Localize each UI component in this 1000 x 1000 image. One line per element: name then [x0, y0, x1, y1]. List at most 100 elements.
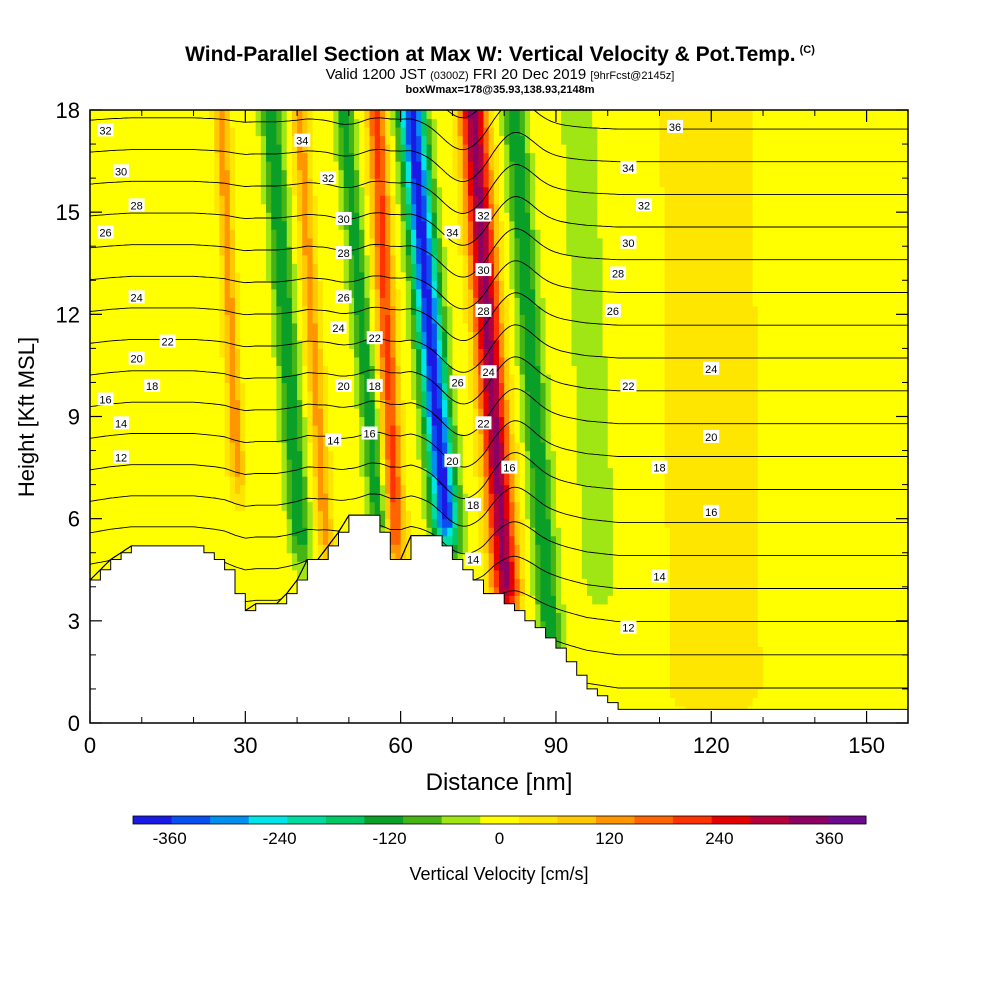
velocity-cell — [121, 288, 127, 298]
velocity-cell — [115, 314, 122, 324]
velocity-cell — [281, 203, 288, 213]
velocity-cell — [90, 297, 96, 307]
velocity-cell — [152, 433, 158, 443]
velocity-cell — [245, 118, 252, 128]
velocity-cell — [141, 220, 148, 230]
velocity-cell — [110, 144, 117, 154]
velocity-cell — [291, 322, 298, 332]
velocity-cell — [110, 271, 117, 281]
velocity-cell — [421, 459, 428, 469]
velocity-cell — [157, 365, 164, 375]
velocity-cell — [385, 356, 391, 367]
velocity-cell — [431, 425, 438, 435]
velocity-cell — [416, 288, 422, 298]
velocity-cell — [343, 220, 350, 230]
velocity-cell — [152, 501, 158, 511]
velocity-cell — [245, 305, 252, 315]
velocity-cell — [198, 484, 205, 494]
velocity-cell — [271, 110, 277, 120]
velocity-cell — [307, 195, 314, 205]
velocity-cell — [131, 493, 138, 503]
velocity-cell — [374, 407, 381, 418]
velocity-cell — [183, 425, 189, 435]
velocity-cell — [193, 169, 200, 179]
velocity-cell — [209, 203, 215, 213]
velocity-cell — [224, 118, 231, 128]
velocity-cell — [131, 229, 138, 239]
velocity-cell — [209, 348, 215, 358]
velocity-cell — [281, 118, 288, 128]
velocity-cell — [183, 220, 189, 230]
velocity-cell — [203, 322, 210, 332]
velocity-cell — [426, 365, 433, 375]
velocity-cell — [338, 518, 345, 528]
velocity-cell — [421, 484, 428, 494]
velocity-cell — [271, 348, 277, 358]
velocity-cell — [178, 127, 184, 137]
velocity-cell — [431, 305, 438, 315]
velocity-cell — [224, 144, 231, 154]
velocity-cell — [260, 365, 267, 375]
velocity-cell — [157, 110, 164, 120]
velocity-cell — [322, 246, 329, 256]
velocity-cell — [224, 399, 231, 409]
velocity-cell — [105, 135, 112, 145]
velocity-cell — [359, 263, 365, 273]
velocity-cell — [131, 135, 138, 145]
velocity-cell — [405, 314, 412, 324]
velocity-cell — [90, 152, 96, 162]
velocity-cell — [193, 535, 200, 545]
chart-title-suffix: (C) — [799, 44, 815, 56]
velocity-cell — [229, 220, 236, 230]
velocity-cell — [100, 203, 107, 213]
velocity-cell — [271, 305, 277, 315]
velocity-cell — [416, 356, 422, 367]
velocity-cell — [255, 433, 262, 443]
velocity-cell — [369, 339, 376, 349]
velocity-cell — [219, 407, 226, 418]
velocity-cell — [322, 459, 329, 469]
velocity-cell — [240, 178, 246, 188]
velocity-cell — [193, 280, 200, 290]
velocity-cell — [359, 314, 365, 324]
velocity-cell — [343, 484, 350, 494]
velocity-cell — [141, 450, 148, 460]
velocity-cell — [436, 144, 443, 154]
velocity-cell — [95, 288, 101, 298]
velocity-cell — [146, 305, 153, 315]
velocity-cell — [90, 254, 96, 264]
velocity-cell — [126, 127, 133, 137]
velocity-cell — [178, 237, 184, 247]
velocity-cell — [333, 254, 340, 264]
velocity-cell — [250, 586, 257, 596]
velocity-cell — [240, 254, 246, 264]
velocity-cell — [219, 425, 226, 435]
velocity-cell — [198, 433, 205, 443]
velocity-cell — [266, 442, 272, 452]
velocity-cell — [224, 348, 231, 358]
velocity-cell — [385, 476, 391, 486]
velocity-cell — [307, 356, 314, 367]
velocity-cell — [183, 484, 189, 494]
velocity-cell — [152, 152, 158, 162]
velocity-cell — [188, 144, 195, 154]
velocity-cell — [343, 527, 350, 537]
velocity-cell — [317, 501, 324, 511]
velocity-cell — [146, 144, 153, 154]
velocity-cell — [266, 178, 272, 188]
velocity-cell — [126, 178, 133, 188]
velocity-cell — [400, 527, 407, 537]
velocity-cell — [400, 254, 407, 264]
velocity-cell — [405, 254, 412, 264]
velocity-cell — [379, 518, 386, 528]
velocity-cell — [312, 110, 319, 120]
velocity-cell — [442, 152, 448, 162]
velocity-cell — [379, 493, 386, 503]
velocity-cell — [178, 169, 184, 179]
velocity-cell — [136, 459, 143, 469]
velocity-cell — [234, 271, 241, 281]
velocity-cell — [136, 535, 143, 545]
velocity-cell — [219, 297, 226, 307]
velocity-cell — [400, 450, 407, 460]
velocity-cell — [255, 110, 262, 120]
